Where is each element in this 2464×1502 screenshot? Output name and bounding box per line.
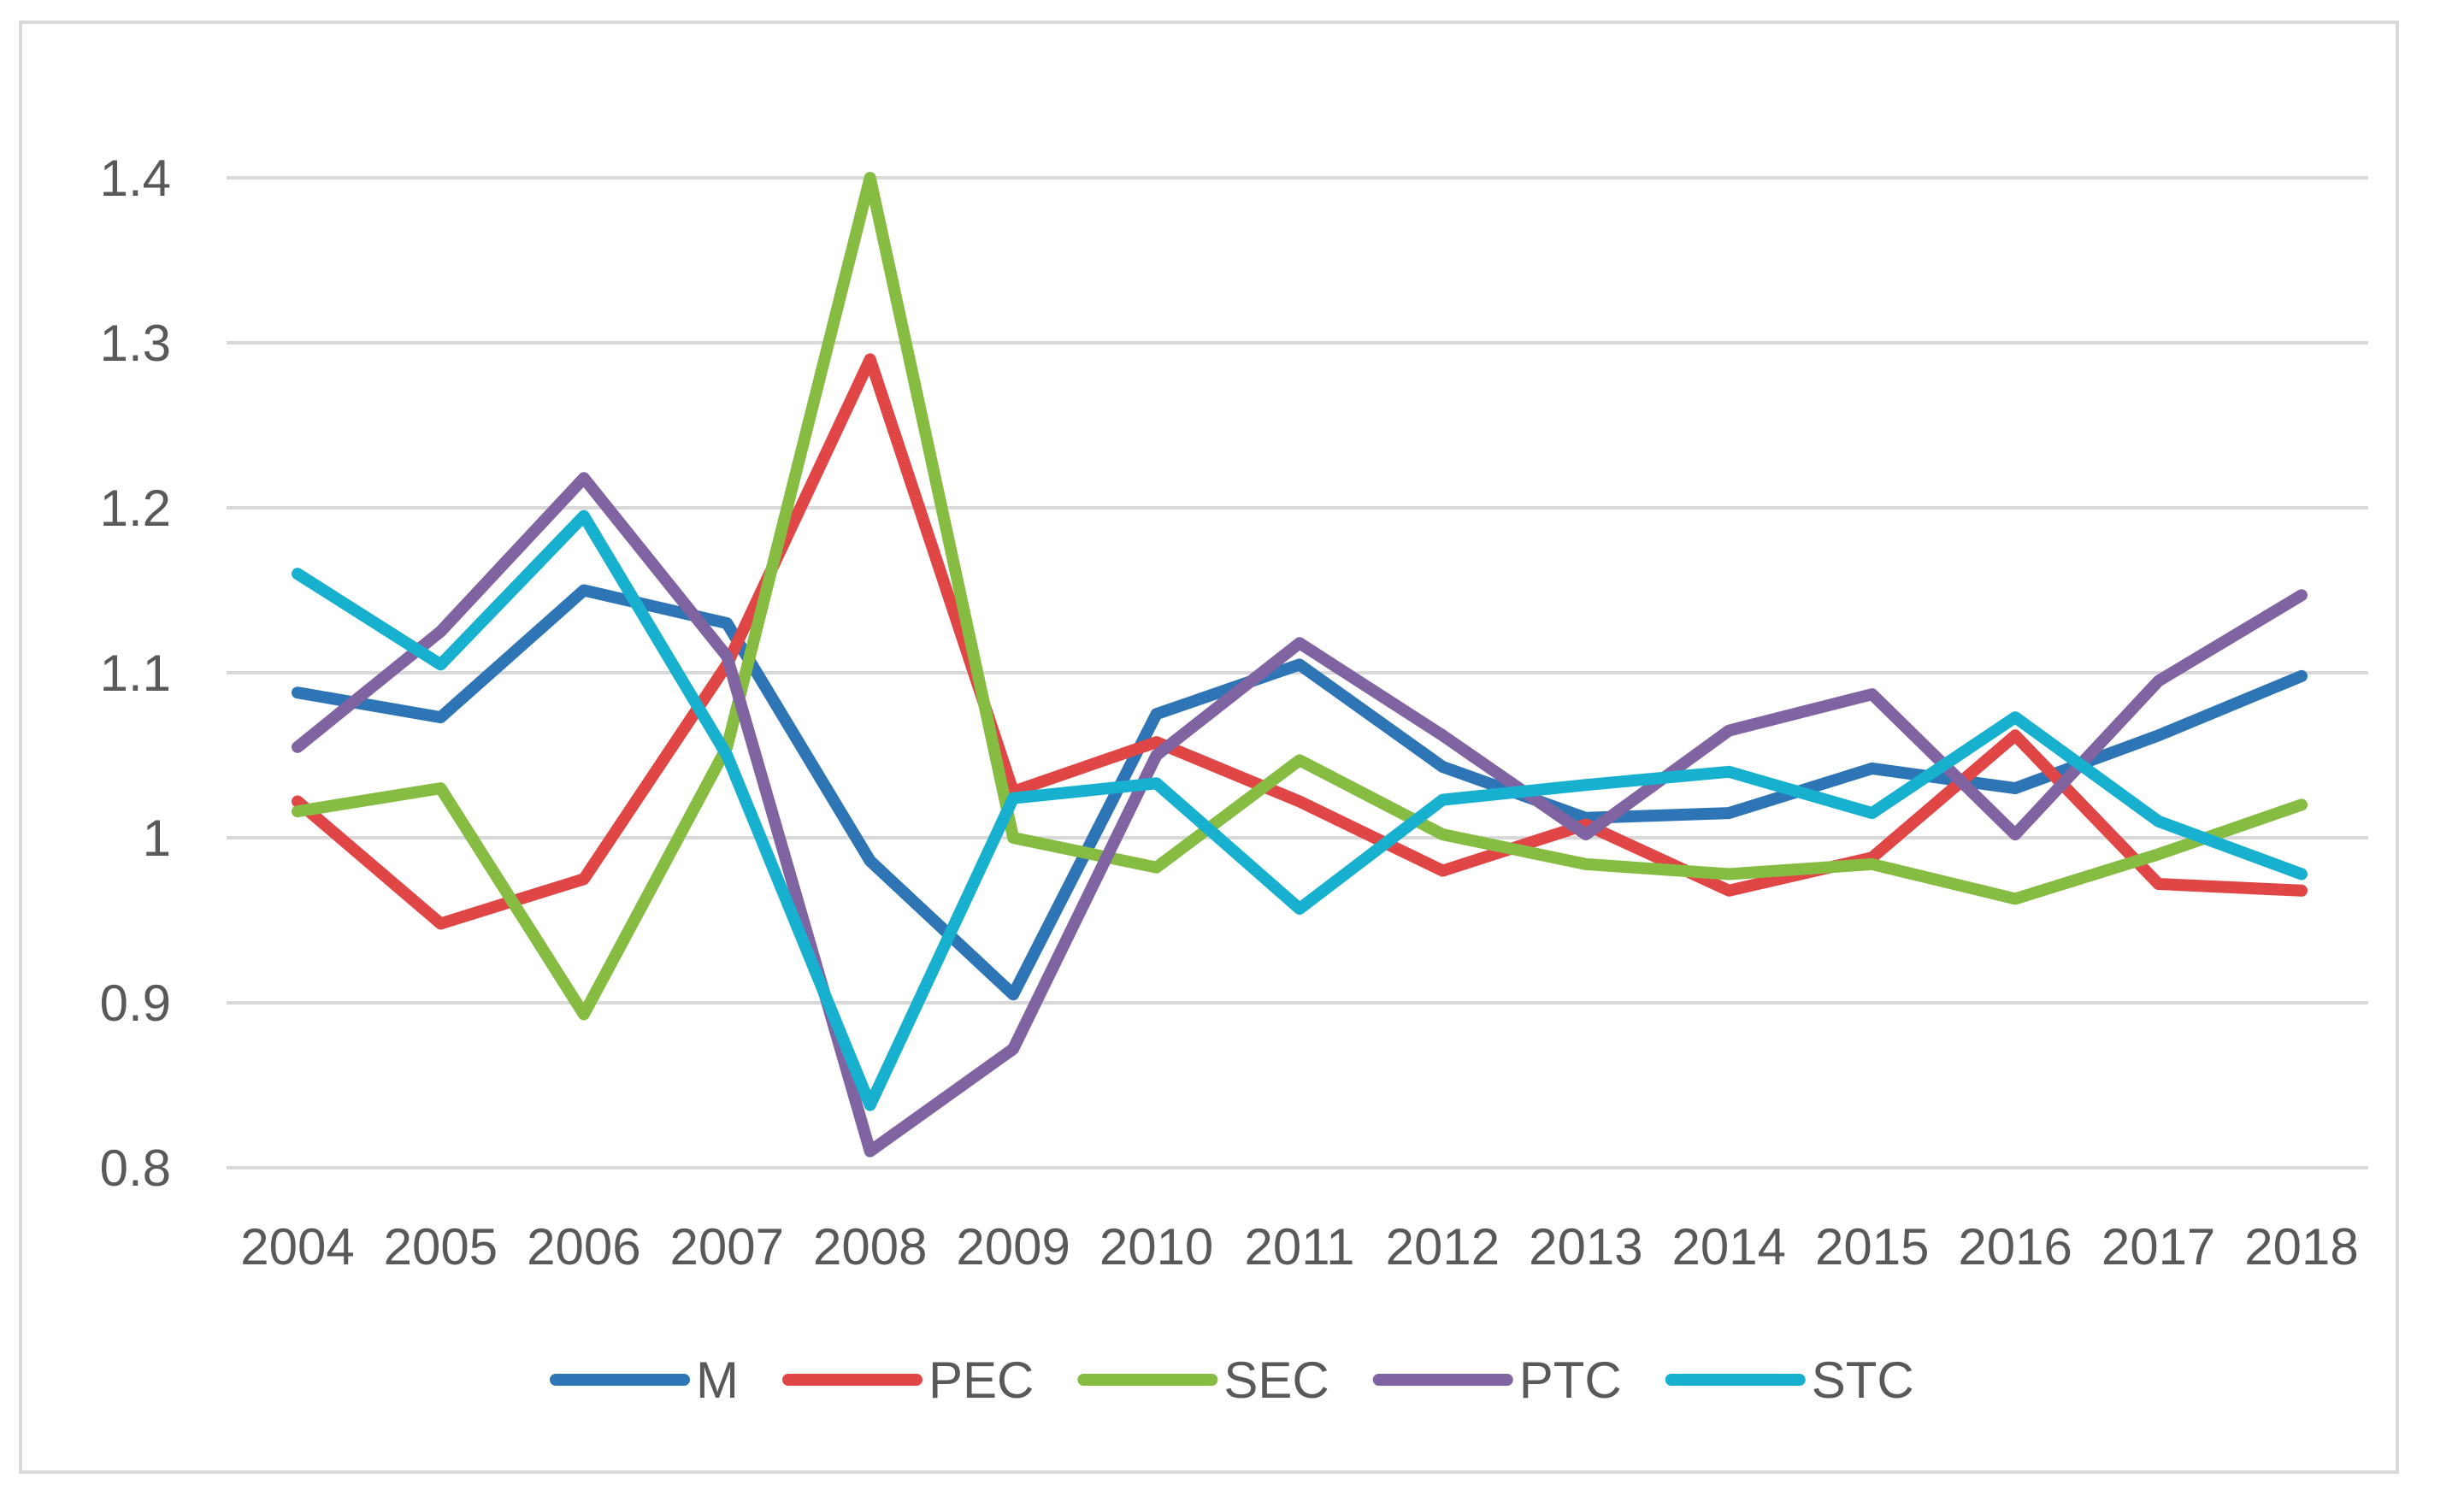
gridlines bbox=[227, 176, 2368, 1169]
x-tick-label-2018: 2018 bbox=[2244, 1218, 2358, 1275]
legend-label-ptc: PTC bbox=[1519, 1352, 1622, 1409]
legend-item-m: M bbox=[550, 1352, 739, 1409]
y-tick-label: 1.4 bbox=[100, 150, 171, 207]
legend-item-pec: PEC bbox=[781, 1352, 1034, 1409]
x-tick-label-2013: 2013 bbox=[1529, 1218, 1642, 1275]
series-line-stc bbox=[292, 510, 2308, 1111]
series-line-ptc bbox=[292, 472, 2308, 1157]
x-tick-label-2014: 2014 bbox=[1672, 1218, 1786, 1275]
y-tick-label: 1.1 bbox=[100, 645, 171, 702]
y-axis-tick-labels: 0.8 0.9 1 1.1 1.2 1.3 1.4 bbox=[100, 150, 171, 1197]
x-tick-label-2005: 2005 bbox=[384, 1218, 498, 1275]
x-tick-label-2006: 2006 bbox=[527, 1218, 640, 1275]
y-tick-label: 1 bbox=[143, 810, 171, 867]
x-tick-label-2008: 2008 bbox=[813, 1218, 927, 1275]
y-tick-label: 1.2 bbox=[100, 480, 171, 537]
legend: M PEC SEC PTC STC bbox=[550, 1352, 1914, 1409]
legend-item-stc: STC bbox=[1665, 1352, 1914, 1409]
y-tick-label: 0.9 bbox=[100, 975, 171, 1032]
series-lines bbox=[292, 172, 2308, 1157]
x-axis-tick-labels: 2004 2005 2006 2007 2008 2009 2010 2011 2012 2013… bbox=[240, 1218, 2358, 1275]
legend-label-pec: PEC bbox=[928, 1352, 1034, 1409]
x-tick-label-2016: 2016 bbox=[1958, 1218, 2072, 1275]
series-line-pec bbox=[292, 353, 2308, 930]
x-tick-label-2009: 2009 bbox=[956, 1218, 1070, 1275]
legend-item-ptc: PTC bbox=[1372, 1352, 1622, 1409]
x-tick-label-2004: 2004 bbox=[240, 1218, 354, 1275]
legend-item-sec: SEC bbox=[1077, 1352, 1329, 1409]
x-tick-label-2012: 2012 bbox=[1386, 1218, 1500, 1275]
legend-label-stc: STC bbox=[1812, 1352, 1914, 1409]
x-tick-label-2011: 2011 bbox=[1244, 1218, 1354, 1275]
x-tick-label-2015: 2015 bbox=[1815, 1218, 1929, 1275]
series-line-m bbox=[292, 584, 2308, 1001]
y-tick-label: 1.3 bbox=[100, 315, 171, 372]
x-tick-label-2010: 2010 bbox=[1099, 1218, 1213, 1275]
legend-label-sec: SEC bbox=[1223, 1352, 1329, 1409]
legend-label-m: M bbox=[696, 1352, 739, 1409]
series-line-sec bbox=[292, 172, 2308, 1021]
x-tick-label-2007: 2007 bbox=[670, 1218, 784, 1275]
y-tick-label: 0.8 bbox=[100, 1140, 171, 1197]
x-tick-label-2017: 2017 bbox=[2101, 1218, 2215, 1275]
